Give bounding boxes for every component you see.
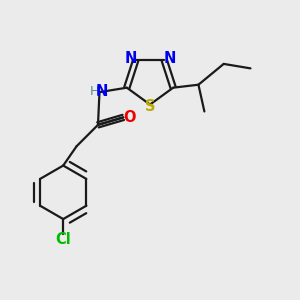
Text: S: S <box>145 98 155 113</box>
Text: N: N <box>96 84 108 99</box>
Text: H: H <box>89 85 99 98</box>
Text: O: O <box>124 110 136 125</box>
Text: N: N <box>164 51 176 66</box>
Text: N: N <box>124 51 136 66</box>
Text: Cl: Cl <box>55 232 71 247</box>
